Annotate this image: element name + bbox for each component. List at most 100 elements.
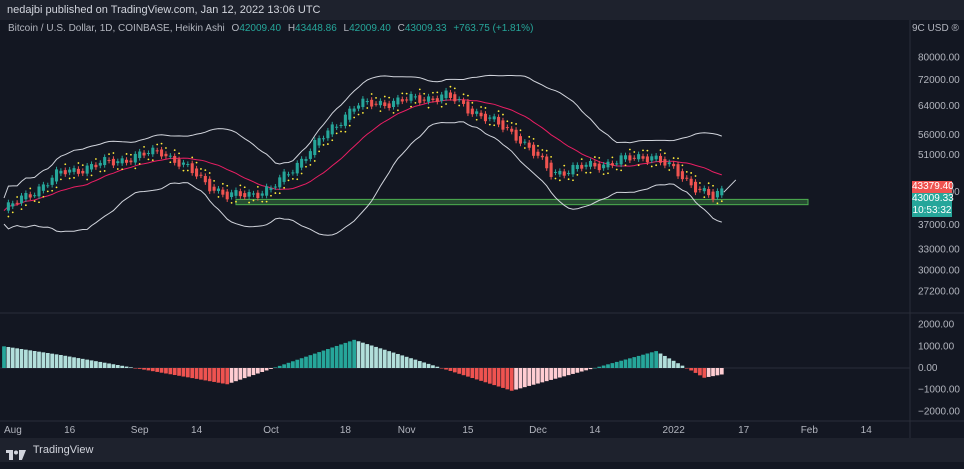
sar-dot xyxy=(108,153,110,156)
candle-body xyxy=(422,99,426,101)
currency-label[interactable]: 9C USD ® xyxy=(912,23,959,34)
sar-dot xyxy=(537,145,539,147)
histogram-bar xyxy=(593,367,597,369)
candle-body xyxy=(291,172,295,174)
sar-dot xyxy=(213,179,215,182)
histogram-bar xyxy=(632,357,637,368)
histogram-bar xyxy=(601,365,606,368)
histogram-bar xyxy=(45,353,50,368)
histogram-bar xyxy=(715,368,720,376)
histogram-bar xyxy=(597,366,602,368)
sar-dot xyxy=(11,211,14,214)
time-tick-label: 18 xyxy=(340,425,352,436)
candle-body xyxy=(308,151,312,159)
histogram-bar xyxy=(269,368,273,369)
sar-dot xyxy=(64,163,67,166)
sar-dot xyxy=(186,169,189,172)
candle-body xyxy=(300,158,304,168)
candle-body xyxy=(628,155,632,161)
candle-body xyxy=(707,189,711,196)
candle-body xyxy=(155,150,159,152)
candle-body xyxy=(234,190,238,196)
sar-dot xyxy=(134,167,137,170)
candle-body xyxy=(409,93,413,101)
candle-body xyxy=(199,174,203,176)
histogram-bar xyxy=(636,355,641,368)
histogram-bar xyxy=(452,368,457,373)
histogram-bar xyxy=(185,368,190,378)
histogram-bar xyxy=(343,342,348,368)
candle-body xyxy=(116,161,120,164)
sar-dot xyxy=(572,179,574,182)
sar-dot xyxy=(628,148,631,151)
price-tick-label: 64000.00 xyxy=(918,101,960,112)
sar-dot xyxy=(388,96,391,99)
brand-name: TradingView xyxy=(32,444,94,456)
candle-body xyxy=(98,162,102,166)
histogram-bar xyxy=(404,356,409,368)
candle-body xyxy=(352,108,356,112)
candle-body xyxy=(164,153,168,157)
symbol-name[interactable]: Bitcoin / U.S. Dollar, 1D, COINBASE, Hei… xyxy=(8,23,225,34)
candle-body xyxy=(545,156,549,169)
change-value: +763.75 (+1.81%) xyxy=(453,23,534,34)
sar-dot xyxy=(589,171,592,174)
projection-arrow-icon xyxy=(723,179,737,193)
sar-dot xyxy=(523,147,526,149)
candle-body xyxy=(103,157,107,166)
footer-bar: TradingView xyxy=(0,438,964,462)
histogram-bar xyxy=(457,368,462,374)
candle-body xyxy=(396,97,400,105)
sar-dot xyxy=(331,139,334,142)
histogram-bar xyxy=(365,344,370,368)
candle-body xyxy=(107,159,111,161)
candle-body xyxy=(120,158,124,164)
histogram-bar xyxy=(334,345,339,368)
candle-body xyxy=(230,192,234,197)
price-tick-label: 37000.00 xyxy=(918,220,960,231)
histogram-bar xyxy=(308,355,313,368)
sar-dot xyxy=(488,123,491,126)
sar-dot xyxy=(160,142,163,145)
candle-body xyxy=(76,168,80,174)
candle-body xyxy=(453,94,457,102)
histogram-bar xyxy=(387,351,392,368)
oscillator-tick-label: −2000.00 xyxy=(918,406,960,417)
sar-dot xyxy=(256,186,259,188)
candle-body xyxy=(54,169,59,182)
time-tick-label: 15 xyxy=(462,425,474,436)
sar-dot xyxy=(414,101,417,104)
candle-body xyxy=(553,171,558,173)
histogram-bar xyxy=(137,368,142,369)
countdown-tag: 10:53:32 xyxy=(912,205,952,217)
sar-dot xyxy=(449,85,452,88)
sar-dot xyxy=(239,184,242,187)
candle-body xyxy=(129,160,133,163)
histogram-bar xyxy=(571,368,575,374)
histogram-bar xyxy=(509,368,514,391)
histogram-bar xyxy=(67,356,72,368)
price-tick-label: 80000.00 xyxy=(918,52,960,63)
candle-body xyxy=(667,162,671,165)
histogram-bar xyxy=(168,368,173,375)
sar-dot xyxy=(16,196,19,198)
histogram-bar xyxy=(483,368,488,383)
oscillator-tick-label: 0.00 xyxy=(918,363,938,374)
histogram-bar xyxy=(470,368,475,379)
histogram-bar xyxy=(693,368,698,373)
histogram-bar xyxy=(251,368,256,376)
sar-dot xyxy=(95,158,97,160)
histogram-bar xyxy=(361,342,365,368)
candle-body xyxy=(615,163,619,165)
candle-body xyxy=(448,92,452,98)
sar-dot xyxy=(663,152,666,155)
histogram-bar xyxy=(24,349,28,368)
sar-dot xyxy=(497,110,500,113)
candle-body xyxy=(256,192,260,199)
histogram-bar xyxy=(282,364,286,368)
price-tick-label: 33000.00 xyxy=(918,245,960,256)
histogram-bar xyxy=(177,368,181,376)
histogram-bar xyxy=(291,361,295,368)
sar-dot xyxy=(208,172,211,174)
